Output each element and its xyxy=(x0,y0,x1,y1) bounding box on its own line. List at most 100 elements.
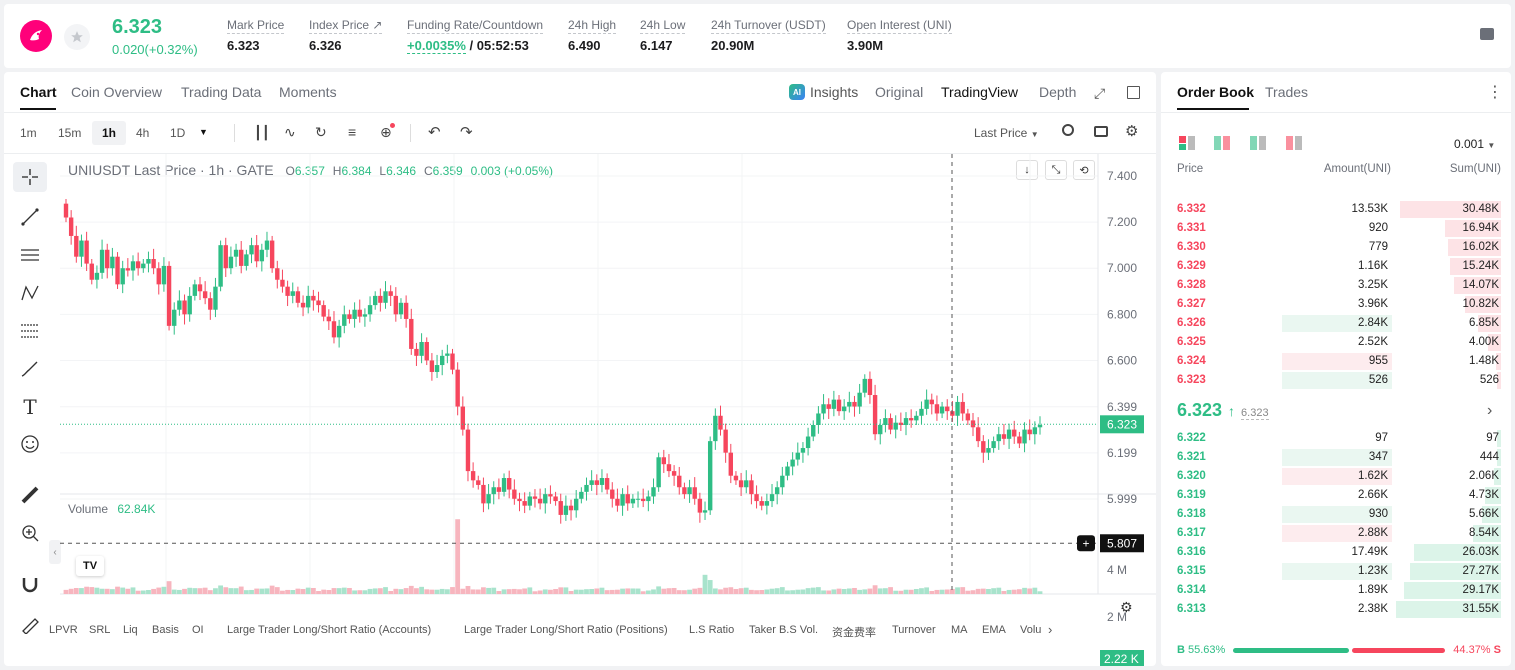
candle[interactable] xyxy=(744,480,749,488)
candle[interactable] xyxy=(759,501,764,506)
orderbook-row[interactable]: 6.322 97 97 xyxy=(1161,429,1511,448)
candle[interactable] xyxy=(177,300,182,310)
candle[interactable] xyxy=(568,505,574,511)
candle[interactable] xyxy=(306,295,311,308)
candle[interactable] xyxy=(790,459,795,467)
candle[interactable] xyxy=(975,427,981,442)
indicator-large-trader-positions[interactable]: Large Trader Long/Short Ratio (Positions… xyxy=(464,624,668,636)
candle[interactable] xyxy=(156,268,161,285)
candle[interactable] xyxy=(908,418,914,421)
candle[interactable] xyxy=(151,258,156,269)
indicators-icon[interactable]: ∿ xyxy=(284,124,296,140)
indicator-large-trader-accounts[interactable]: Large Trader Long/Short Ratio (Accounts) xyxy=(227,624,432,636)
candle[interactable] xyxy=(125,268,131,271)
candle[interactable] xyxy=(501,478,507,492)
gear-icon[interactable]: ⚙ xyxy=(1125,123,1139,140)
candle[interactable] xyxy=(1032,427,1038,435)
candle[interactable] xyxy=(429,360,435,372)
candle[interactable] xyxy=(656,457,661,488)
orderbook-row[interactable]: 6.319 2.66K 4.73K xyxy=(1161,486,1511,505)
candle[interactable] xyxy=(455,369,460,407)
candle[interactable] xyxy=(311,295,316,301)
candle[interactable] xyxy=(795,452,800,460)
candle[interactable] xyxy=(1012,429,1017,437)
window-icon[interactable] xyxy=(1127,86,1140,99)
candle[interactable] xyxy=(233,249,239,257)
candle[interactable] xyxy=(610,489,615,499)
candle[interactable] xyxy=(414,348,419,356)
camera-icon[interactable] xyxy=(1094,126,1108,137)
candle[interactable] xyxy=(713,415,718,442)
interval-4h[interactable]: 4h xyxy=(136,126,150,140)
candle[interactable] xyxy=(965,413,971,421)
candle[interactable] xyxy=(733,475,739,481)
expand-icon[interactable]: ⤢ xyxy=(1094,85,1106,101)
candle[interactable] xyxy=(378,295,383,303)
text-tool-icon[interactable]: T xyxy=(23,395,37,419)
orderbook-row[interactable]: 6.313 2.38K 31.55K xyxy=(1161,600,1511,619)
tab-order-book[interactable]: Order Book xyxy=(1177,84,1255,100)
candle[interactable] xyxy=(625,494,630,504)
orderbook-row[interactable]: 6.330 779 16.02K xyxy=(1161,238,1511,257)
candle[interactable] xyxy=(955,401,960,416)
candle[interactable] xyxy=(213,286,218,310)
candle[interactable] xyxy=(295,291,301,303)
candle[interactable] xyxy=(811,424,816,437)
candle[interactable] xyxy=(373,295,378,306)
indicator-lpvr[interactable]: LPVR xyxy=(49,624,78,636)
candle[interactable] xyxy=(239,249,244,266)
candle[interactable] xyxy=(285,286,290,296)
candle[interactable] xyxy=(728,452,733,476)
candle[interactable] xyxy=(465,429,471,472)
candle[interactable] xyxy=(702,510,708,513)
candle[interactable] xyxy=(476,480,481,485)
lock-drawing-icon[interactable] xyxy=(13,609,47,639)
candle[interactable] xyxy=(434,365,440,372)
candle[interactable] xyxy=(512,489,517,499)
candle[interactable] xyxy=(316,300,321,306)
candle[interactable] xyxy=(981,441,986,453)
candle[interactable] xyxy=(192,284,198,296)
candle[interactable] xyxy=(671,471,677,476)
orderbook-row[interactable]: 6.321 347 444 xyxy=(1161,448,1511,467)
orderbook-row[interactable]: 6.316 17.49K 26.03K xyxy=(1161,543,1511,562)
candle[interactable] xyxy=(445,353,450,356)
candle[interactable] xyxy=(878,424,883,435)
collapse-toolbar-icon[interactable]: ‹ xyxy=(49,540,61,564)
candle[interactable] xyxy=(202,291,208,299)
candle[interactable] xyxy=(110,256,115,269)
indicator-ls-ratio[interactable]: L.S Ratio xyxy=(689,624,735,636)
candle[interactable] xyxy=(280,279,285,287)
candle[interactable] xyxy=(836,399,842,412)
tab-coin-overview[interactable]: Coin Overview xyxy=(71,84,163,100)
candle[interactable] xyxy=(1017,436,1022,444)
candle[interactable] xyxy=(321,305,326,317)
magnet-tool-icon[interactable] xyxy=(13,569,47,599)
candle[interactable] xyxy=(919,408,924,416)
orderbook-row[interactable]: 6.314 1.89K 29.17K xyxy=(1161,581,1511,600)
candle[interactable] xyxy=(367,305,373,315)
candle[interactable] xyxy=(347,314,352,319)
candle[interactable] xyxy=(79,240,84,257)
collapse-chart-button[interactable]: ⤡ xyxy=(1045,160,1067,180)
candle[interactable] xyxy=(785,466,790,476)
candle[interactable] xyxy=(996,434,1001,442)
more-menu-icon[interactable]: ⋮ xyxy=(1487,84,1503,101)
candle[interactable] xyxy=(99,249,105,273)
stat-index-price[interactable]: Index Price ↗ 6.326 xyxy=(309,18,383,53)
candle[interactable] xyxy=(1006,429,1012,439)
orderbook-row[interactable]: 6.331 920 16.94K xyxy=(1161,219,1511,238)
candle[interactable] xyxy=(862,378,867,393)
interval-1d[interactable]: 1D xyxy=(170,126,186,140)
candle[interactable] xyxy=(1001,434,1007,439)
candle[interactable] xyxy=(651,487,656,497)
candle[interactable] xyxy=(496,487,502,492)
candle[interactable] xyxy=(620,494,625,506)
orderbook-row[interactable]: 6.318 930 5.66K xyxy=(1161,505,1511,524)
templates-icon[interactable]: ≡ xyxy=(348,124,357,140)
candle[interactable] xyxy=(383,291,388,303)
candle[interactable] xyxy=(677,475,682,488)
precision-select[interactable]: 0.001 ▼ xyxy=(1454,137,1496,151)
candle[interactable] xyxy=(440,355,445,366)
candle[interactable] xyxy=(692,487,697,499)
